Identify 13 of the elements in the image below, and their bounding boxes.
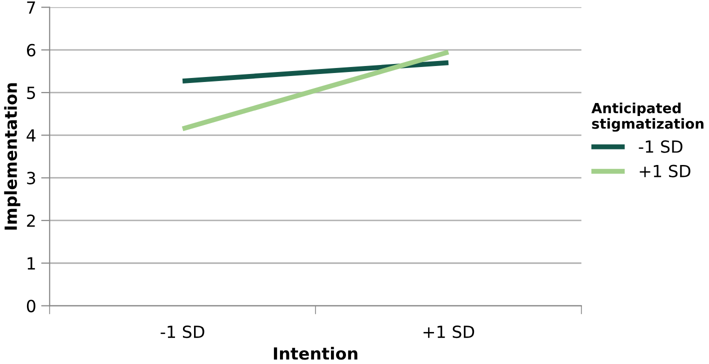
y-axis-title: Implementation xyxy=(4,83,20,230)
x-axis-title: Intention xyxy=(274,346,358,360)
y-tick-label: 7 xyxy=(27,1,36,14)
y-tick-label: 1 xyxy=(28,257,35,270)
legend-label: +1 SD xyxy=(640,164,690,178)
y-tick-label: 4 xyxy=(26,129,36,142)
legend-label: -1 SD xyxy=(638,140,682,153)
y-tick-label: 5 xyxy=(27,86,35,100)
legend-title: Anticipated stigmatization xyxy=(591,102,704,132)
y-tick-label: 6 xyxy=(26,44,36,56)
y-tick-label: 2 xyxy=(27,214,35,227)
y-tick-label: 3 xyxy=(27,172,36,184)
y-tick-label: 0 xyxy=(26,300,36,312)
